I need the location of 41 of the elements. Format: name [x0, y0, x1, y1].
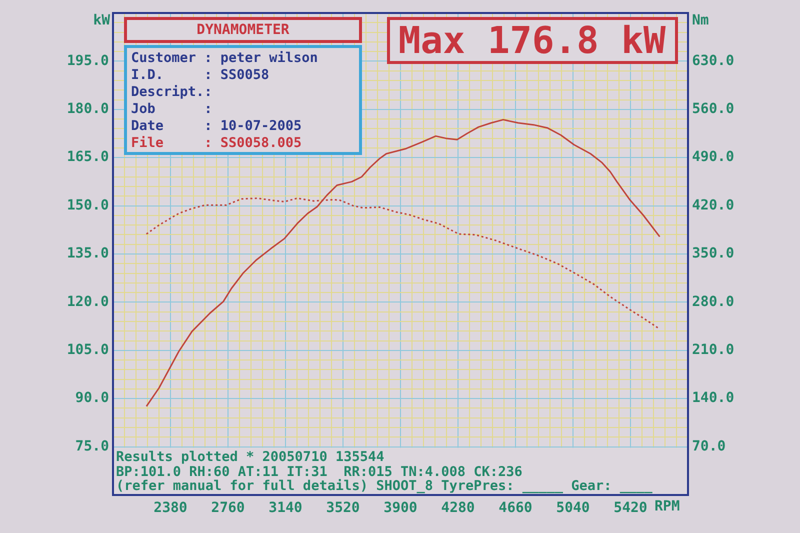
- annotation: I.D. : SS0058: [131, 67, 270, 83]
- y2-tick-label: 280.0: [692, 294, 734, 310]
- annotation: (refer manual for full details) SHOOT_8 TyrePres: _____ Gear: ____: [116, 478, 652, 494]
- x-tick-label: 2380: [154, 500, 188, 516]
- y-tick-label: 105.0: [66, 342, 109, 358]
- y2-tick-label: 70.0: [692, 438, 726, 454]
- x-tick-label: 3520: [326, 500, 360, 516]
- x-tick-label: 4280: [441, 500, 475, 516]
- x-tick-label: 3900: [384, 500, 418, 516]
- x-tick-label: 2760: [211, 500, 245, 516]
- y2-axis-title: Nm: [692, 12, 709, 29]
- y2-tick-label: 210.0: [692, 342, 734, 358]
- y2-tick-label: 350.0: [692, 246, 734, 262]
- y-tick-label: 120.0: [66, 294, 109, 310]
- annotation: Customer : peter wilson: [131, 50, 318, 66]
- y2-tick-label: 630.0: [692, 52, 734, 69]
- y-tick-label: 90.0: [75, 390, 109, 406]
- text: DYNAMOMETER: [196, 22, 290, 38]
- annotation: Max 176.8 kW: [398, 19, 666, 62]
- annotation: Date : 10-07-2005: [131, 118, 302, 134]
- x-tick-label: 3140: [268, 500, 302, 516]
- y2-tick-label: 490.0: [692, 149, 734, 166]
- y2-tick-label: 420.0: [692, 197, 734, 214]
- y-tick-label: 150.0: [66, 197, 109, 214]
- annotation: Descript.:: [131, 84, 212, 100]
- y-axis-title: kW: [93, 12, 111, 29]
- y-tick-label: 75.0: [75, 438, 109, 454]
- annotation: Job :: [131, 101, 212, 117]
- x-tick-label: 5420: [614, 500, 648, 516]
- x-tick-label: 4660: [498, 500, 532, 516]
- annotation: Results plotted * 20050710 135544: [116, 449, 384, 465]
- y-tick-label: 135.0: [66, 246, 109, 262]
- y2-tick-label: 140.0: [692, 390, 734, 406]
- y-tick-label: 195.0: [66, 52, 109, 69]
- x-axis-title: RPM: [654, 498, 680, 515]
- y2-tick-label: 560.0: [692, 101, 734, 118]
- annotation: File : SS0058.005: [131, 135, 302, 151]
- x-tick-label: 5040: [556, 500, 590, 516]
- y-tick-label: 180.0: [66, 101, 109, 118]
- annotation: BP:101.0 RH:60 AT:11 IT:31 RR:015 TN:4.008 CK:236: [116, 464, 522, 480]
- y-tick-label: 165.0: [66, 149, 109, 166]
